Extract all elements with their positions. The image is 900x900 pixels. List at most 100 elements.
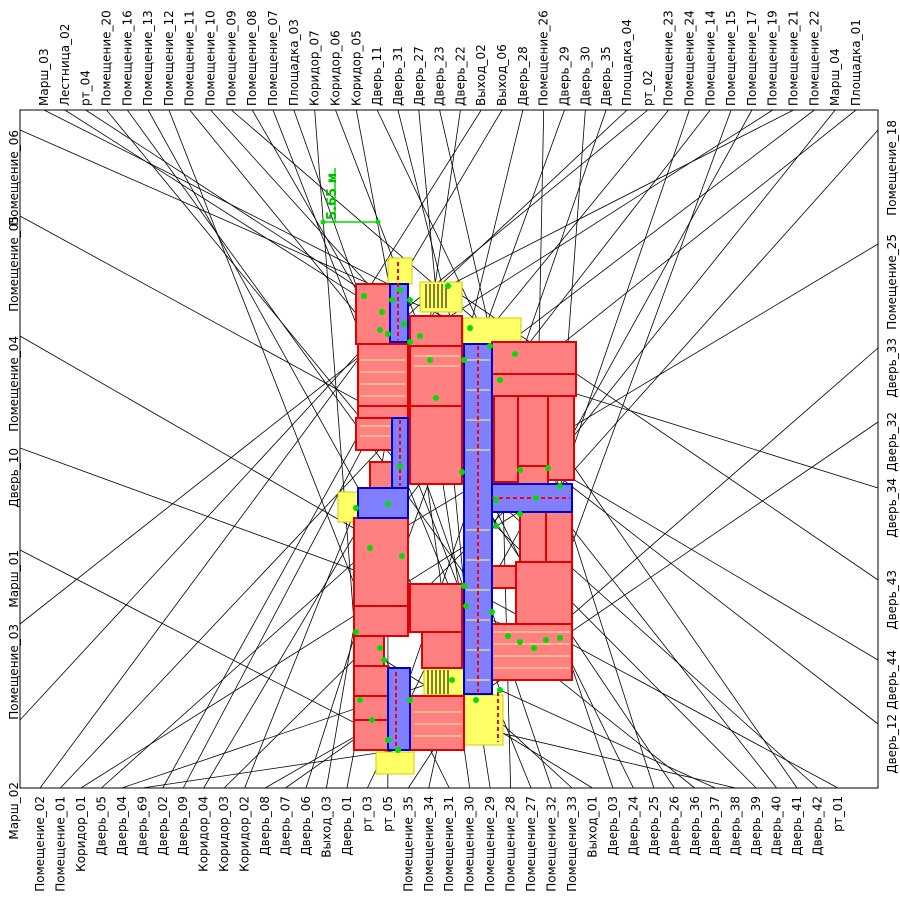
room (491, 341, 577, 375)
label-top-помещение-22: Помещение_22 (807, 10, 821, 106)
room (491, 565, 517, 589)
label-bottom-дверь-09: Дверь_09 (176, 796, 190, 856)
label-bottom-коридор-01: Коридор_01 (74, 796, 88, 872)
graph-node (407, 297, 413, 303)
graph-node (353, 629, 359, 635)
leader-line (19, 329, 381, 721)
leader-line (499, 689, 716, 789)
graph-node (417, 333, 423, 339)
room (353, 635, 385, 667)
graph-node (367, 545, 373, 551)
label-left-дверь-10: Дверь_10 (7, 448, 21, 508)
leader-line (19, 549, 389, 741)
room (409, 405, 463, 485)
label-right-дверь-33: Дверь_33 (885, 338, 899, 398)
landing-bottom-right (462, 694, 504, 746)
graph-node (377, 327, 383, 333)
stair-marks (425, 284, 449, 694)
graph-node (397, 287, 403, 293)
graph-node (505, 633, 511, 639)
leader-line (19, 333, 389, 625)
landing-top-small (387, 257, 413, 285)
label-bottom-дверь-01: Дверь_01 (340, 796, 354, 856)
label-bottom-помещение-29: Помещение_29 (483, 796, 497, 892)
graph-node (377, 645, 383, 651)
label-top-дверь-28: Дверь_28 (516, 46, 530, 106)
label-top-дверь-29: Дверь_29 (558, 46, 572, 106)
scale-label: 5.65 м (325, 173, 340, 220)
graph-node (473, 697, 479, 703)
room (493, 395, 519, 483)
label-bottom-дверь-40: Дверь_40 (770, 796, 784, 856)
room (355, 417, 393, 451)
graph-node (517, 639, 523, 645)
label-top-марш-04: Марш_04 (828, 48, 842, 106)
label-top-площадка-01: Площадка_01 (849, 19, 863, 106)
label-top-площадка-03: Площадка_03 (287, 19, 301, 106)
label-top-помещение-11: Помещение_11 (183, 10, 197, 106)
graph-node (385, 331, 391, 337)
graph-node (445, 283, 451, 289)
room (357, 343, 409, 407)
graph-node (399, 553, 405, 559)
label-left-марш-01: Марш_01 (7, 550, 21, 608)
label-bottom-дверь-69: Дверь_69 (135, 796, 149, 856)
leader-line (355, 109, 393, 301)
leader-line (142, 749, 399, 789)
labels-bottom: Помещение_02 Помещение_01 Коридор_01 Дверь_… (33, 796, 845, 892)
label-bottom-дверь-06: Дверь_06 (299, 796, 313, 856)
label-bottom-дверь-24: Дверь_24 (626, 796, 640, 856)
label-bottom-помещение-28: Помещение_28 (504, 796, 518, 892)
graph-node (463, 603, 469, 609)
graph-nodes (353, 283, 563, 753)
room (369, 461, 395, 489)
label-right-дверь-34: Дверь_34 (885, 478, 899, 538)
label-top-помещение-08: Помещение_08 (245, 10, 259, 106)
scale-bar: 5.65 м (320, 168, 381, 225)
room (515, 561, 573, 625)
leader-line (101, 547, 371, 789)
label-bottom-помещение-35: Помещение_35 (401, 796, 415, 892)
label-top-дверь-31: Дверь_31 (391, 46, 405, 106)
graph-node (461, 357, 467, 363)
graph-node (449, 677, 455, 683)
leader-line (533, 347, 879, 649)
graph-node (487, 343, 493, 349)
label-bottom-дверь-39: Дверь_39 (749, 796, 763, 856)
room (489, 623, 573, 681)
label-bottom-помещение-33: Помещение_33 (565, 796, 579, 892)
label-top-помещение-26: Помещение_26 (537, 10, 551, 106)
leader-line (447, 109, 794, 287)
graph-node (427, 357, 433, 363)
label-bottom-дверь-26: Дверь_26 (667, 796, 681, 856)
label-top-марш-03: Марш_03 (37, 48, 51, 106)
label-top-помещение-24: Помещение_24 (682, 10, 696, 106)
leader-line (559, 109, 690, 487)
label-top-дверь-27: Дверь_27 (412, 46, 426, 106)
graph-node (381, 657, 387, 663)
room (545, 511, 573, 563)
label-top-помещение-17: Помещение_17 (745, 10, 759, 106)
leader-line (43, 109, 401, 291)
label-top-помещение-13: Помещение_13 (141, 10, 155, 106)
graph-node (533, 495, 539, 501)
label-right-дверь-32: Дверь_32 (885, 412, 899, 472)
label-left-помещение-06: Помещение_06 (7, 130, 21, 226)
label-top-помещение-09: Помещение_09 (224, 10, 238, 106)
label-bottom-выход-01: Выход_01 (585, 796, 599, 858)
label-top-коридор-05: Коридор_05 (349, 30, 363, 106)
graph-node (397, 463, 403, 469)
graph-node (461, 583, 467, 589)
graph-node (557, 483, 563, 489)
corridor-bottom-left (387, 667, 411, 751)
label-top-помещение-23: Помещение_23 (662, 10, 676, 106)
labels-top: Марш_03 Лестница_02 рт_04 Помещение_20 Помещ… (37, 10, 863, 106)
label-top-выход-06: Выход_06 (495, 44, 509, 106)
graph-node (407, 339, 413, 345)
graph-node (361, 293, 367, 299)
leader-line (231, 109, 516, 355)
label-top-помещение-20: Помещение_20 (99, 10, 113, 106)
label-top-дверь-22: Дверь_22 (453, 46, 467, 106)
label-bottom-дверь-37: Дверь_37 (708, 796, 722, 856)
label-top-помещение-14: Помещение_14 (703, 10, 717, 106)
